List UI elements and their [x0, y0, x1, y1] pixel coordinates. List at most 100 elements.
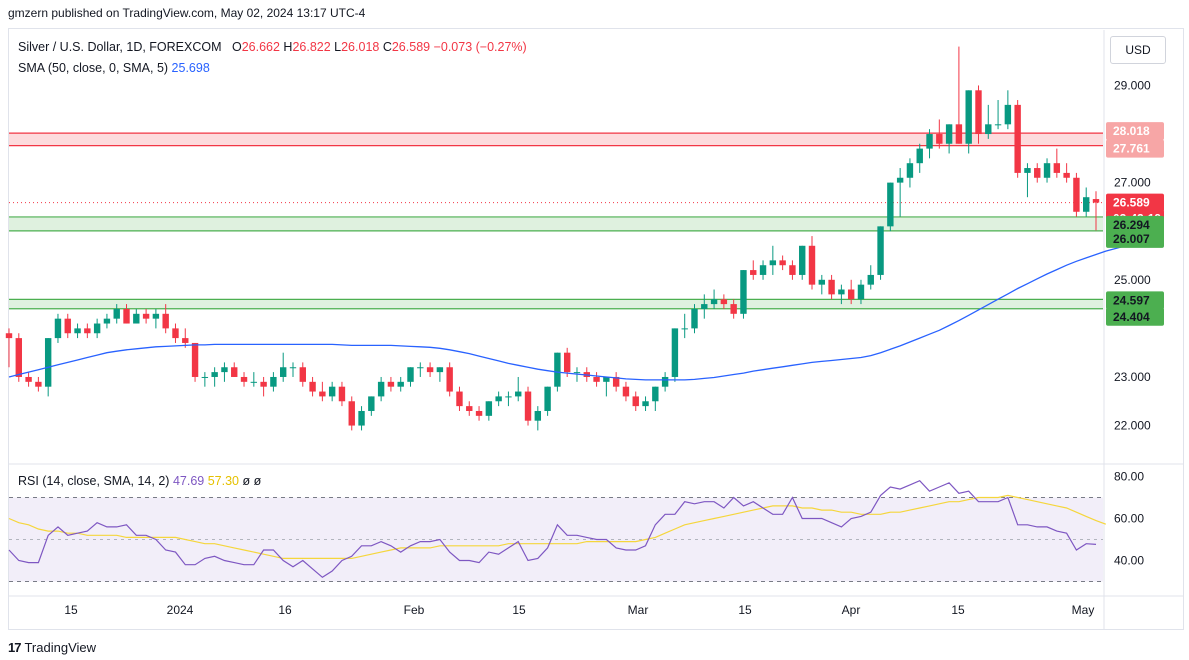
candle-body: [1014, 104, 1021, 173]
candle-body: [799, 245, 806, 275]
candle-body: [133, 313, 140, 324]
close-value: 26.589: [391, 40, 431, 54]
candle-body: [524, 391, 532, 421]
candle-body: [1024, 168, 1031, 173]
candle-body: [328, 386, 336, 397]
price-tag-bg: [1106, 139, 1164, 158]
sma-line: [8, 245, 1126, 381]
candle-body: [652, 386, 659, 402]
candle-body: [93, 323, 101, 334]
zone-2: [9, 299, 1103, 309]
candle-body: [896, 177, 904, 183]
tradingview-logo[interactable]: 17 TradingView: [8, 640, 96, 655]
candle-body: [985, 124, 992, 135]
candle-body: [358, 410, 365, 426]
candle-body: [710, 299, 718, 305]
candle-body: [877, 226, 884, 275]
candle-body: [279, 367, 287, 377]
candle-body: [495, 396, 502, 402]
candle-body: [612, 376, 620, 387]
candle-body: [769, 260, 777, 266]
zone-0: [9, 133, 1103, 146]
candle-body: [35, 381, 42, 387]
candle-body: [260, 381, 267, 387]
candle-body: [593, 376, 600, 382]
candle-body: [1043, 163, 1051, 178]
rsi-line: [8, 479, 1097, 579]
rsi-sma-line: [8, 494, 1107, 560]
candle-body: [436, 367, 444, 373]
candle-body: [1004, 104, 1012, 125]
candle-body: [779, 260, 786, 266]
candle-body: [15, 338, 22, 377]
candle-body: [299, 367, 306, 382]
candle-body: [1053, 163, 1061, 173]
x-tick-label: 15: [738, 603, 752, 617]
candle-body: [250, 381, 258, 383]
candle-body: [426, 367, 434, 373]
candle-body: [847, 289, 855, 300]
rsi-extra: ø ø: [242, 474, 262, 488]
sma-value: 25.698: [171, 61, 210, 75]
candle-body: [975, 90, 982, 135]
candle-body: [475, 410, 483, 416]
candle-body: [64, 318, 71, 334]
candle-body: [84, 328, 91, 334]
candle-body: [456, 391, 463, 407]
price-tag-bg: [1106, 122, 1164, 141]
x-tick-label: Apr: [842, 603, 861, 617]
candle-body: [231, 367, 238, 377]
candle-body: [240, 376, 248, 382]
price-tag-bg: [1106, 193, 1164, 212]
candle-body: [221, 367, 228, 373]
publisher-caption: gmzern published on TradingView.com, May…: [8, 6, 366, 20]
rsi-tick-label: 40.00: [1114, 554, 1144, 568]
candle-body: [730, 304, 737, 314]
x-tick-label: 16: [278, 603, 292, 617]
candle-body: [377, 381, 385, 397]
candle-body: [573, 372, 581, 374]
candle-body: [857, 284, 865, 300]
candle-body: [201, 376, 209, 378]
candle-body: [554, 352, 561, 387]
rsi-value: 47.69: [172, 474, 205, 488]
candle-body: [113, 308, 120, 319]
y-tick-label: 27.000: [1114, 176, 1151, 190]
candle-body: [759, 265, 767, 275]
y-tick-label: 23.000: [1114, 370, 1151, 384]
candle-body: [887, 182, 894, 227]
candle-body: [945, 124, 953, 144]
candle-body: [867, 274, 874, 285]
rsi-legend[interactable]: RSI (14, close, SMA, 14, 2) 47.69 57.30 …: [18, 474, 261, 488]
candle-body: [1034, 168, 1041, 178]
candle-body: [407, 367, 414, 382]
zone-1: [9, 216, 1103, 231]
candle-body: [466, 406, 473, 411]
candle-body: [622, 386, 630, 397]
tradingview-logo-icon: 17: [8, 640, 22, 655]
candle-body: [103, 318, 111, 324]
open-value: 26.662: [241, 40, 280, 54]
currency-button[interactable]: USD: [1110, 36, 1166, 64]
candle-body: [808, 245, 816, 285]
candle-body: [1073, 177, 1080, 212]
candle-body: [485, 401, 493, 416]
rsi-tick-label: 60.00: [1114, 512, 1144, 526]
candle-body: [397, 381, 404, 387]
low-value: 26.018: [341, 40, 380, 54]
price-tag-label: 28.018: [1113, 124, 1150, 138]
candle-body: [603, 376, 610, 382]
symbol-title[interactable]: Silver / U.S. Dollar, 1D, FOREXCOM: [18, 40, 222, 54]
sma-legend[interactable]: SMA (50, close, 0, SMA, 5) 25.698: [18, 61, 210, 75]
candle-body: [838, 289, 845, 295]
candle-body: [368, 396, 375, 411]
candle-body: [191, 342, 199, 377]
x-tick-label: Feb: [404, 603, 425, 617]
candle-body: [44, 338, 52, 387]
candle-body: [701, 304, 708, 309]
x-tick-label: 15: [64, 603, 78, 617]
candle-body: [661, 376, 669, 387]
candle-body: [632, 396, 639, 407]
rsi-tick-label: 80.00: [1114, 470, 1144, 484]
